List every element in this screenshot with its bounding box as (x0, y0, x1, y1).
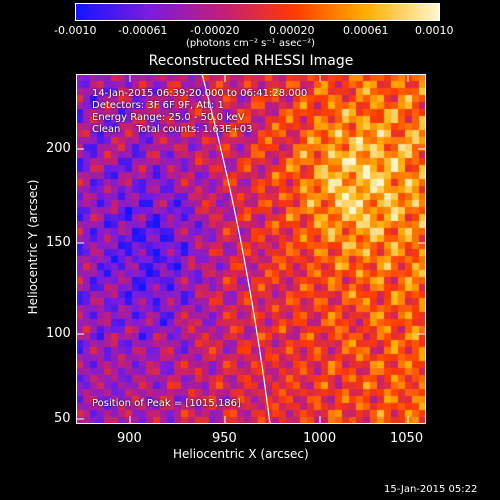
colorbar-tick-2: -0.00061 (118, 24, 168, 37)
colorbar-tick-5: 0.00061 (343, 24, 389, 37)
colorbar-tick-6: 0.0010 (415, 24, 454, 37)
reconstructed-image (76, 74, 426, 424)
x-tick-1000: 1000 (303, 431, 337, 446)
y-tick-200: 200 (46, 141, 71, 156)
y-tick-100: 100 (46, 326, 71, 341)
colorbar-tick-3: -0.00020 (190, 24, 240, 37)
peak-position-label: Position of Peak = [1015,186] (92, 398, 241, 409)
solar-limb (201, 74, 271, 424)
colorbar-tick-1: -0.0010 (54, 24, 97, 37)
y-tick-150: 150 (46, 235, 71, 250)
y-axis-label: Heliocentric Y (arcsec) (26, 179, 40, 315)
detectors-label: Detectors: 3F 6F 9F, Att: 1 (92, 100, 224, 111)
x-tick-900: 900 (117, 431, 142, 446)
colorbar-unit-label: (photons cm⁻² s⁻¹ asec⁻²) (186, 38, 316, 49)
y-tick-50: 50 (54, 411, 71, 426)
colorbar-tick-4: 0.00020 (269, 24, 315, 37)
energy-range-label: Energy Range: 25.0 - 50.0 keV (92, 112, 245, 123)
x-axis-label: Heliocentric X (arcsec) (173, 447, 309, 461)
plot-frame (76, 74, 426, 424)
time-range-label: 14-Jan-2015 06:39:20.000 to 06:41:28.000 (92, 88, 308, 99)
method-counts-label: Clean Total counts: 1.63E+03 (92, 124, 253, 135)
x-tick-950: 950 (212, 431, 237, 446)
x-tick-1050: 1050 (390, 431, 424, 446)
footer-timestamp: 15-Jan-2015 05:22 (384, 484, 478, 495)
colorbar (75, 3, 440, 21)
image-title: Reconstructed RHESSI Image (148, 53, 354, 69)
